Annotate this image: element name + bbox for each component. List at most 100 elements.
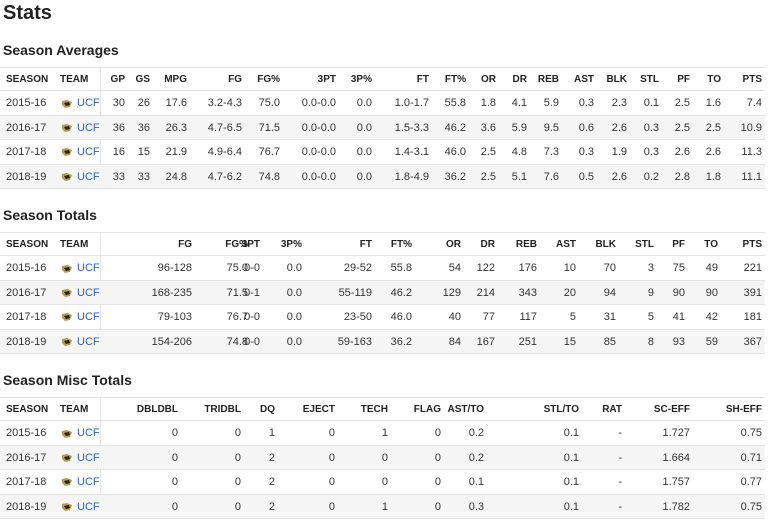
table-cell: 7.3: [543, 146, 559, 159]
column-header: PTS: [742, 239, 762, 250]
table-cell: 36.2: [390, 335, 412, 348]
team-name[interactable]: UCF: [77, 262, 100, 275]
table-cell: 0.0: [286, 262, 302, 275]
table-cell: 0.2: [468, 451, 484, 464]
table-cell: 76.7: [226, 311, 248, 324]
table-cell: 3: [647, 262, 654, 275]
column-header: FLAG: [413, 404, 441, 415]
team-name[interactable]: UCF: [77, 146, 100, 159]
table-cell: 2018-19: [6, 170, 47, 183]
table-cell: 90: [672, 286, 685, 299]
column-header: GP: [110, 74, 125, 85]
table-cell: 0.1: [563, 427, 579, 440]
data-row: 2015-16 UCF 0 0 1 0 1 0 0.2 0.1 - 1.727 0.75: [0, 421, 765, 446]
team-link[interactable]: UCF: [61, 305, 100, 329]
team-name[interactable]: UCF: [77, 121, 100, 134]
table-cell: 2.3: [611, 97, 627, 110]
table-cell: 16: [112, 146, 125, 159]
column-header: TRIDBL: [204, 404, 241, 415]
team-link[interactable]: UCF: [61, 330, 100, 354]
table-cell: 0.1: [468, 476, 484, 489]
team-name[interactable]: UCF: [77, 427, 100, 440]
table-cell: 0.0: [356, 146, 372, 159]
team-link[interactable]: UCF: [61, 116, 100, 140]
column-header: AST: [556, 239, 576, 250]
table-cell: 70: [603, 262, 616, 275]
header-row: SEASON TEAM FG FG% 3PT 3P% FT FT% OR DR REB AST BLK S…: [0, 232, 765, 257]
table-cell: 129: [442, 286, 461, 299]
table-cell: 74.8: [226, 335, 248, 348]
table-cell: 0-0: [244, 335, 260, 348]
table-cell: 0.0: [286, 286, 302, 299]
table-cell: 9.5: [543, 121, 559, 134]
team-logo: [62, 337, 72, 346]
table-cell: 0.77: [740, 476, 762, 489]
table-cell: 8: [647, 335, 654, 348]
table-cell: 0.1: [563, 451, 579, 464]
table-cell: 33: [112, 170, 125, 183]
column-header: PF: [677, 74, 690, 85]
team-name[interactable]: UCF: [77, 170, 100, 183]
table-cell: 20: [563, 286, 576, 299]
team-link[interactable]: UCF: [61, 165, 100, 189]
table-cell: 5: [569, 311, 576, 324]
table-cell: 0: [381, 476, 388, 489]
table-cell: 2: [268, 451, 275, 464]
table-cell: 11.1: [741, 170, 762, 183]
team-name[interactable]: UCF: [77, 476, 100, 489]
team-logo: [62, 264, 72, 273]
table-cell: 5.9: [543, 97, 559, 110]
team-link[interactable]: UCF: [61, 421, 100, 445]
table-cell: 2017-18: [6, 311, 47, 324]
table-cell: 7.6: [543, 170, 559, 183]
team-link[interactable]: UCF: [61, 91, 100, 115]
team-link[interactable]: UCF: [61, 495, 100, 519]
column-header: AST/TO: [447, 404, 484, 415]
table-cell: 4.8: [511, 146, 527, 159]
table-cell: 2.5: [480, 146, 496, 159]
table-cell: 54: [448, 262, 461, 275]
team-name[interactable]: UCF: [77, 451, 100, 464]
team-name[interactable]: UCF: [77, 286, 100, 299]
team-link[interactable]: UCF: [61, 140, 100, 164]
column-header: SEASON: [6, 74, 49, 85]
column-header: TEAM: [60, 239, 89, 250]
table-cell: 2018-19: [6, 335, 47, 348]
table-cell: 36: [137, 121, 150, 134]
column-header: PF: [672, 239, 685, 250]
team-link[interactable]: UCF: [61, 281, 100, 305]
column-header: BLK: [595, 239, 616, 250]
team-link[interactable]: UCF: [61, 446, 100, 470]
table-cell: 2016-17: [6, 121, 47, 134]
team-name[interactable]: UCF: [77, 500, 100, 513]
column-header: FG: [228, 74, 242, 85]
table-cell: 4.7-6.2: [207, 170, 242, 183]
table-cell: 0.5: [578, 170, 594, 183]
table-cell: 4.1: [511, 97, 527, 110]
column-header: SEASON: [6, 239, 49, 250]
column-header: OR: [481, 74, 496, 85]
team-name[interactable]: UCF: [77, 311, 100, 324]
data-row: 2018-19 UCF 0 0 2 0 1 0 0.3 0.1 - 1.782 0.75: [0, 494, 765, 519]
column-header: FT: [416, 74, 429, 85]
table-cell: 2.6: [611, 121, 627, 134]
column-header: BLK: [606, 74, 627, 85]
column-header: 3P%: [280, 239, 302, 250]
table-cell: 75.0: [258, 97, 280, 110]
table-cell: 2016-17: [6, 451, 47, 464]
table-cell: 17.6: [165, 97, 187, 110]
table-cell: 181: [743, 311, 762, 324]
column-header: OR: [446, 239, 461, 250]
team-name[interactable]: UCF: [77, 97, 100, 110]
table-cell: 0.3: [643, 121, 659, 134]
table-cell: 2.5: [674, 121, 690, 134]
table-cell: 4.7-6.5: [207, 121, 242, 134]
column-header: MPG: [164, 74, 187, 85]
column-header: FG: [178, 239, 192, 250]
column-header: SH-EFF: [725, 404, 762, 415]
table-cell: 1.8: [480, 97, 496, 110]
team-name[interactable]: UCF: [77, 335, 100, 348]
team-link[interactable]: UCF: [61, 470, 100, 494]
team-link[interactable]: UCF: [61, 256, 100, 280]
table-cell: 0.75: [740, 427, 762, 440]
